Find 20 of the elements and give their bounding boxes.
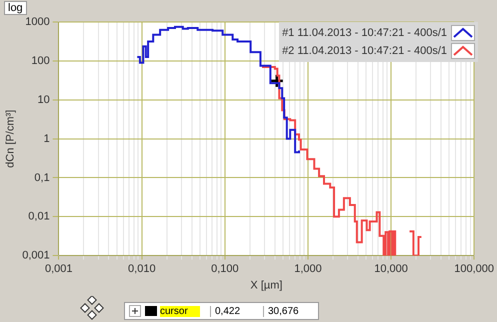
x-tick-label: 1,000: [294, 263, 322, 276]
x-tick-label: 0,010: [128, 263, 156, 276]
x-axis-title: X [µm]: [250, 279, 282, 292]
y-tick-label: 1: [44, 132, 50, 145]
legend-label: #2 11.04.2013 - 10:47:21 - 400s/1: [282, 45, 447, 57]
y-tick-label: 10: [37, 94, 50, 106]
y-tick-label: 0,001: [22, 250, 50, 262]
y-tick-label: 100: [31, 54, 50, 67]
text: cursor: [160, 306, 200, 316]
x-tick-label: 10,000: [374, 263, 408, 276]
y-tick-label: 0,1: [34, 172, 50, 184]
x-tick-label: 100,000: [454, 263, 494, 276]
y-tick-label: 0,01: [28, 210, 50, 223]
legend-label: #1 11.04.2013 - 10:47:21 - 400s/1: [282, 27, 447, 39]
y-axis-title: dCn [P/cm³]: [4, 110, 17, 168]
text: 30,676: [263, 306, 318, 316]
text: log: [4, 1, 27, 15]
x-tick-label: 0,100: [211, 263, 239, 276]
y-tick-label: 1000: [25, 16, 50, 28]
text: 0,422: [210, 306, 263, 316]
